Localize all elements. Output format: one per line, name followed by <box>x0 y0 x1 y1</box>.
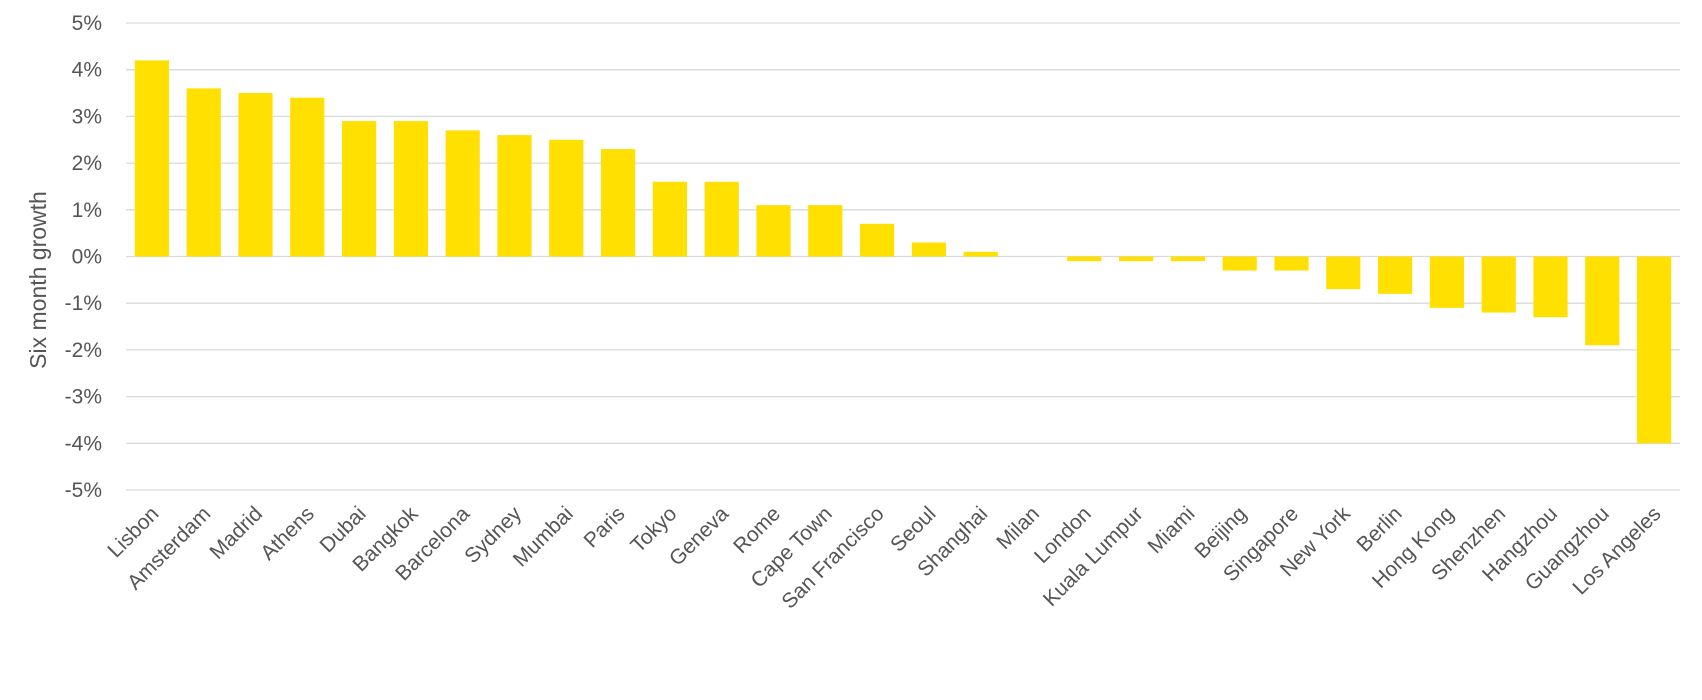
y-tick-label: 1% <box>72 199 102 222</box>
bar-berlin <box>1378 256 1413 294</box>
bar-seoul <box>911 242 946 257</box>
y-tick-label: -5% <box>65 479 102 502</box>
bar-paris <box>601 149 636 257</box>
bar-london <box>1067 256 1102 262</box>
bar-barcelona <box>445 130 480 257</box>
bar-miami <box>1170 256 1205 262</box>
y-tick-label: 2% <box>72 152 102 175</box>
bar-athens <box>290 97 325 257</box>
bar-shenzhen <box>1481 256 1516 313</box>
bar-san-francisco <box>860 223 895 257</box>
gridlines <box>126 22 1680 491</box>
x-tick-label: Miami <box>1144 502 1200 558</box>
y-tick-label: -2% <box>65 339 102 362</box>
bar-sydney <box>497 135 532 257</box>
bar-madrid <box>238 93 273 257</box>
y-tick-label: 5% <box>72 12 102 35</box>
y-axis-title: Six month growth <box>25 191 51 369</box>
bar-hong-kong <box>1429 256 1464 308</box>
x-tick-label: Paris <box>580 502 630 552</box>
y-tick-label: 4% <box>72 59 102 82</box>
bar-tokyo <box>652 181 687 257</box>
bar-singapore <box>1274 256 1309 271</box>
bar-hangzhou <box>1533 256 1568 318</box>
y-tick-label: -3% <box>65 386 102 409</box>
x-axis-labels: LisbonAmsterdamMadridAthensDubaiBangkokB… <box>103 502 1665 614</box>
bar-beijing <box>1222 256 1257 271</box>
bar-lisbon <box>134 60 169 257</box>
bar-kuala-lumpur <box>1119 256 1154 262</box>
y-tick-label: 0% <box>72 246 102 269</box>
y-tick-label: -1% <box>65 292 102 315</box>
bar-amsterdam <box>186 88 221 257</box>
y-tick-label: 3% <box>72 105 102 128</box>
bar-geneva <box>704 181 739 257</box>
bar-guangzhou <box>1585 256 1620 346</box>
bar-new-york <box>1326 256 1361 290</box>
bar-bangkok <box>393 121 428 257</box>
y-axis-ticks: 5% 4% 3% 2% 1% 0% -1% -2% -3% -4% -5% <box>65 12 102 502</box>
bar-rome <box>756 205 791 257</box>
bar-cape-town <box>808 205 843 257</box>
x-tick-label: Athens <box>256 502 319 565</box>
bar-los-angeles <box>1637 256 1672 444</box>
bar-shanghai <box>963 251 998 257</box>
bar-mumbai <box>549 139 584 257</box>
x-tick-label: Madrid <box>205 502 267 564</box>
bar-dubai <box>342 121 377 257</box>
y-tick-label: -4% <box>65 432 102 455</box>
bars <box>134 60 1672 444</box>
